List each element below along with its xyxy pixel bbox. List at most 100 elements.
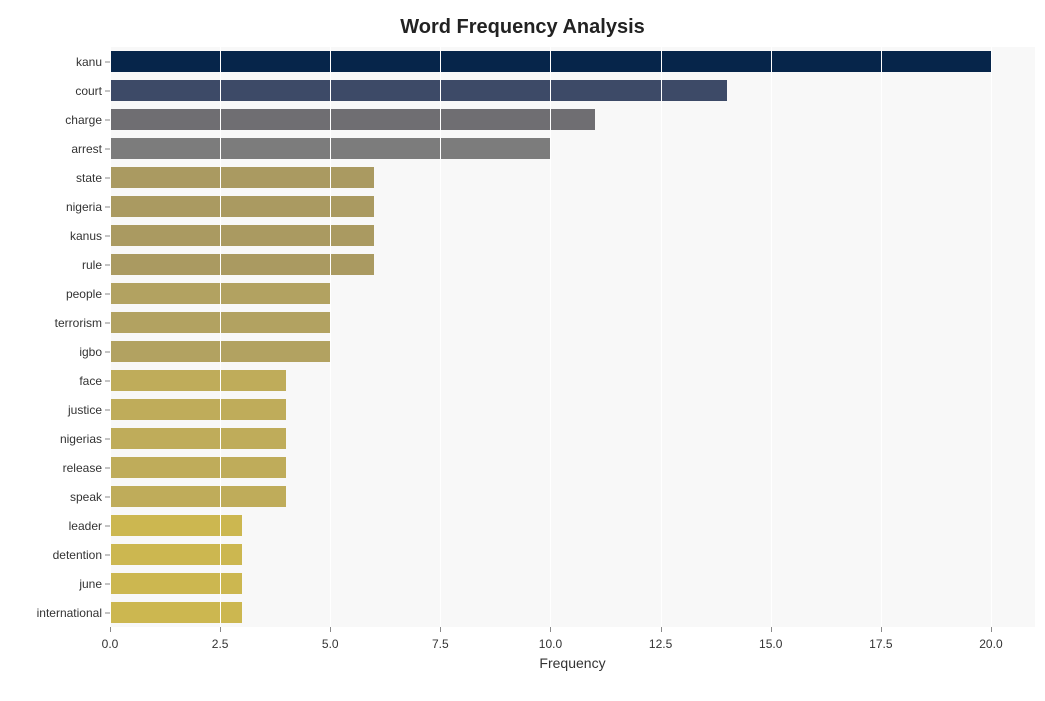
gridline bbox=[220, 47, 221, 627]
y-tick bbox=[105, 322, 110, 323]
bar-row bbox=[110, 598, 1035, 627]
bar-row bbox=[110, 76, 1035, 105]
plot-region: 0.02.55.07.510.012.515.017.520.0kanucour… bbox=[10, 47, 1035, 687]
y-tick-label: arrest bbox=[12, 142, 110, 156]
bar bbox=[110, 225, 374, 246]
y-tick-label: international bbox=[12, 606, 110, 620]
x-tick-label: 15.0 bbox=[759, 637, 782, 651]
bar-row bbox=[110, 47, 1035, 76]
y-tick bbox=[105, 583, 110, 584]
bar-row bbox=[110, 511, 1035, 540]
y-tick-label: nigeria bbox=[12, 200, 110, 214]
x-tick bbox=[881, 627, 882, 632]
x-tick-label: 12.5 bbox=[649, 637, 672, 651]
plot-area: 0.02.55.07.510.012.515.017.520.0kanucour… bbox=[110, 47, 1035, 627]
y-tick-label: charge bbox=[12, 113, 110, 127]
bar-row bbox=[110, 221, 1035, 250]
x-tick bbox=[440, 627, 441, 632]
bar-row bbox=[110, 424, 1035, 453]
bar-row bbox=[110, 279, 1035, 308]
y-tick-label: detention bbox=[12, 548, 110, 562]
gridline bbox=[550, 47, 551, 627]
x-tick bbox=[661, 627, 662, 632]
x-tick-label: 5.0 bbox=[322, 637, 339, 651]
x-tick bbox=[330, 627, 331, 632]
bar bbox=[110, 254, 374, 275]
y-tick bbox=[105, 119, 110, 120]
x-tick-label: 7.5 bbox=[432, 637, 449, 651]
y-tick-label: leader bbox=[12, 519, 110, 533]
y-tick bbox=[105, 264, 110, 265]
bars-container bbox=[110, 47, 1035, 627]
y-tick bbox=[105, 380, 110, 381]
bar-row bbox=[110, 395, 1035, 424]
y-tick bbox=[105, 525, 110, 526]
bar bbox=[110, 515, 242, 536]
y-tick bbox=[105, 612, 110, 613]
bar-row bbox=[110, 453, 1035, 482]
gridline bbox=[881, 47, 882, 627]
x-axis-label: Frequency bbox=[110, 655, 1035, 671]
gridline bbox=[771, 47, 772, 627]
x-tick bbox=[771, 627, 772, 632]
y-tick bbox=[105, 206, 110, 207]
chart-title: Word Frequency Analysis bbox=[10, 12, 1035, 47]
y-tick-label: terrorism bbox=[12, 316, 110, 330]
bar bbox=[110, 544, 242, 565]
x-tick-label: 2.5 bbox=[212, 637, 229, 651]
word-frequency-chart: Word Frequency Analysis 0.02.55.07.510.0… bbox=[0, 0, 1045, 701]
y-tick-label: rule bbox=[12, 258, 110, 272]
x-tick-label: 10.0 bbox=[539, 637, 562, 651]
gridline bbox=[440, 47, 441, 627]
y-tick-label: state bbox=[12, 171, 110, 185]
y-tick bbox=[105, 554, 110, 555]
bar-row bbox=[110, 569, 1035, 598]
bar bbox=[110, 602, 242, 623]
x-tick bbox=[220, 627, 221, 632]
x-tick bbox=[550, 627, 551, 632]
bar bbox=[110, 196, 374, 217]
bar-row bbox=[110, 105, 1035, 134]
bar bbox=[110, 370, 286, 391]
bar bbox=[110, 167, 374, 188]
x-tick-label: 0.0 bbox=[102, 637, 119, 651]
y-tick-label: court bbox=[12, 84, 110, 98]
bar bbox=[110, 109, 595, 130]
bar-row bbox=[110, 250, 1035, 279]
bar-row bbox=[110, 337, 1035, 366]
y-tick-label: face bbox=[12, 374, 110, 388]
y-tick bbox=[105, 438, 110, 439]
y-tick bbox=[105, 177, 110, 178]
y-tick-label: nigerias bbox=[12, 432, 110, 446]
y-tick-label: speak bbox=[12, 490, 110, 504]
y-tick-label: igbo bbox=[12, 345, 110, 359]
bar bbox=[110, 457, 286, 478]
y-tick bbox=[105, 496, 110, 497]
gridline bbox=[110, 47, 111, 627]
bar bbox=[110, 428, 286, 449]
bar-row bbox=[110, 163, 1035, 192]
gridline bbox=[991, 47, 992, 627]
bar-row bbox=[110, 308, 1035, 337]
y-tick bbox=[105, 148, 110, 149]
y-tick bbox=[105, 351, 110, 352]
x-tick bbox=[991, 627, 992, 632]
y-tick-label: release bbox=[12, 461, 110, 475]
y-tick-label: june bbox=[12, 577, 110, 591]
gridline bbox=[661, 47, 662, 627]
bar bbox=[110, 80, 727, 101]
bar-row bbox=[110, 482, 1035, 511]
x-tick-label: 20.0 bbox=[979, 637, 1002, 651]
y-tick-label: kanus bbox=[12, 229, 110, 243]
y-tick-label: people bbox=[12, 287, 110, 301]
bar-row bbox=[110, 540, 1035, 569]
x-tick-label: 17.5 bbox=[869, 637, 892, 651]
bar bbox=[110, 486, 286, 507]
y-tick bbox=[105, 90, 110, 91]
y-tick-label: justice bbox=[12, 403, 110, 417]
y-tick bbox=[105, 409, 110, 410]
y-tick bbox=[105, 293, 110, 294]
bar-row bbox=[110, 366, 1035, 395]
x-tick bbox=[110, 627, 111, 632]
y-tick bbox=[105, 467, 110, 468]
